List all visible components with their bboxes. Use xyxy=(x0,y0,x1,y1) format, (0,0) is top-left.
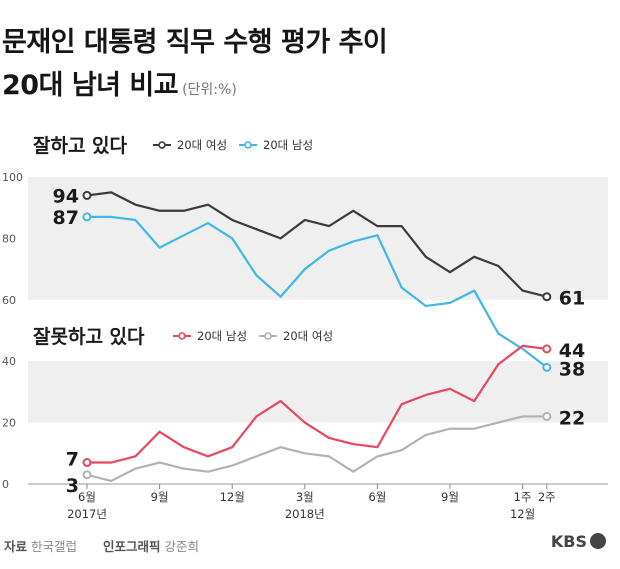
series-endpoint xyxy=(542,292,552,302)
series-endpoint xyxy=(542,344,552,354)
start-value-label: 7 xyxy=(66,449,79,471)
end-value-label: 44 xyxy=(559,340,585,362)
series-line xyxy=(86,191,548,298)
start-value-label: 87 xyxy=(53,207,79,229)
y-tick-label: 100 xyxy=(2,171,23,184)
grid-band xyxy=(28,361,608,423)
end-value-label: 22 xyxy=(559,407,585,429)
grid-band xyxy=(28,177,608,239)
kbs-logo: KBS xyxy=(551,532,606,551)
footer: 자료 한국갤럽 인포그래픽 강준희 xyxy=(4,536,199,555)
source-label: 자료 xyxy=(4,539,28,554)
legend-label: 20대 여성 xyxy=(177,138,227,152)
y-tick-label: 80 xyxy=(2,232,16,245)
x-tick-label: 6월 xyxy=(368,490,386,504)
start-value-label: 94 xyxy=(53,185,79,207)
group-heading: 잘못하고 있다 xyxy=(33,326,145,348)
x-tick-sublabel: 2017년 xyxy=(67,507,107,521)
x-tick-label: 2주 xyxy=(538,490,556,504)
series-line xyxy=(87,344,547,464)
legend-marker xyxy=(158,141,166,149)
x-tick-sublabel: 2018년 xyxy=(285,507,325,521)
legend-label: 20대 남성 xyxy=(263,138,313,152)
legend-marker xyxy=(244,141,252,149)
page-subtitle: 20대 남녀 비교 (단위:%) xyxy=(2,63,237,102)
x-tick-label: 9월 xyxy=(151,490,169,504)
series-endpoint xyxy=(82,212,92,222)
x-tick-sublabel: 12월 xyxy=(510,507,535,521)
unit-label: (단위:%) xyxy=(182,82,237,98)
x-tick-label: 6월 xyxy=(78,490,96,504)
x-tick-label: 12월 xyxy=(220,490,245,504)
graphic-label: 인포그래픽 xyxy=(102,539,161,554)
y-tick-label: 0 xyxy=(2,478,9,491)
group-heading: 잘하고 있다 xyxy=(33,135,128,157)
y-tick-label: 60 xyxy=(2,294,16,307)
x-tick-label: 9월 xyxy=(441,490,459,504)
x-tick-label: 3월 xyxy=(296,490,314,504)
y-tick-label: 20 xyxy=(2,417,16,430)
series-endpoint xyxy=(82,470,92,480)
end-value-label: 38 xyxy=(559,358,585,380)
y-tick-label: 40 xyxy=(2,355,16,368)
end-value-label: 61 xyxy=(559,288,585,310)
grid-band xyxy=(28,238,608,300)
legend-label: 20대 여성 xyxy=(283,329,333,343)
legend-marker xyxy=(264,332,272,340)
page-title: 문재인 대통령 직무 수행 평가 추이 xyxy=(2,27,388,58)
series-endpoint xyxy=(82,190,92,200)
x-tick-label: 1주 xyxy=(514,490,532,504)
series-endpoint xyxy=(542,411,552,421)
legend-label: 20대 남성 xyxy=(197,329,247,343)
source-name: 한국갤럽 xyxy=(31,539,78,554)
series-endpoint xyxy=(82,458,92,468)
series-line xyxy=(87,215,548,369)
logo-circle-icon xyxy=(590,533,606,549)
subtitle-text: 20대 남녀 비교 xyxy=(2,70,179,101)
legend-marker xyxy=(178,332,186,340)
series-endpoint xyxy=(542,362,552,372)
series-line xyxy=(86,415,547,483)
start-value-label: 3 xyxy=(66,475,79,497)
graphic-author: 강준희 xyxy=(164,539,199,554)
brand-text: KBS xyxy=(550,532,587,551)
